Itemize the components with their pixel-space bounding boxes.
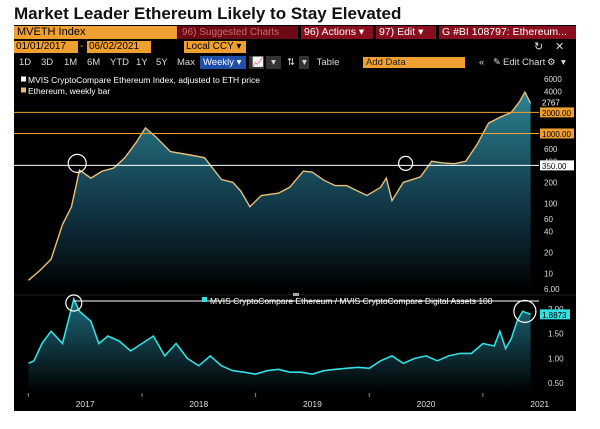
close-icon[interactable]: ✕ bbox=[555, 41, 565, 53]
compare-icon[interactable]: ⇅ bbox=[287, 57, 295, 68]
bi-link-button[interactable]: G #BI 108797: Ethereum... bbox=[439, 26, 576, 39]
ratio-line bbox=[28, 296, 531, 376]
y-tick-label: 40 bbox=[544, 227, 553, 236]
ratio-y-tick-label: 1.00 bbox=[548, 354, 564, 363]
price-legend-index: MVIS CryptoCompare Ethereum Index, adjus… bbox=[28, 75, 260, 85]
x-tick-label: 2021 bbox=[530, 399, 549, 409]
y-tick-label: 20 bbox=[544, 248, 553, 257]
period-1y[interactable]: 1Y bbox=[136, 57, 148, 68]
currency-select[interactable]: Local CCY ▾ bbox=[184, 41, 246, 53]
date-range-bar: 01/01/2017 - 06/02/2021 Local CCY ▾ ↻ ✕ bbox=[14, 40, 576, 54]
y-tick-label: 60 bbox=[544, 215, 553, 224]
double-chevron-left-icon[interactable]: « bbox=[479, 57, 485, 68]
reference-label: 1000.00 bbox=[542, 130, 571, 139]
reference-label-box bbox=[540, 107, 574, 118]
period-ytd[interactable]: YTD bbox=[110, 57, 129, 68]
edit-button[interactable]: 97) Edit ▾ bbox=[376, 26, 436, 39]
add-data-input[interactable]: Add Data bbox=[363, 57, 465, 68]
chevron-down-icon: ▾ bbox=[236, 57, 242, 68]
x-tick-label: 2018 bbox=[189, 399, 208, 409]
edit-chart-button[interactable]: Edit Chart bbox=[503, 57, 546, 68]
reference-label: 350.00 bbox=[542, 162, 567, 171]
x-axis: 2017 2018 2019 2020 2021 bbox=[27, 393, 549, 409]
reference-label-box bbox=[540, 128, 574, 139]
y-tick-label: 200 bbox=[544, 178, 558, 187]
ratio-legend: MVIS CryptoCompare Ethereum / MVIS Crypt… bbox=[210, 296, 493, 306]
price-line bbox=[27, 90, 532, 281]
reference-label: 2000.00 bbox=[542, 109, 571, 118]
start-date-input[interactable]: 01/01/2017 bbox=[14, 41, 78, 53]
period-max[interactable]: Max bbox=[177, 57, 195, 68]
price-panel: 2000.00 1000.00 350.00 2767 6000 4000 600 400 20… bbox=[14, 75, 576, 296]
period-1d[interactable]: 1D bbox=[19, 57, 32, 68]
chevron-down-icon: ▾ bbox=[418, 26, 424, 38]
x-tick-label: 2017 bbox=[76, 399, 95, 409]
pencil-icon[interactable]: ✎ bbox=[493, 57, 501, 68]
line-chart-icon[interactable]: 📈 bbox=[249, 56, 264, 69]
end-date-input[interactable]: 06/02/2021 bbox=[87, 41, 151, 53]
highlight-circle bbox=[65, 294, 83, 312]
x-tick-label: 2020 bbox=[417, 399, 436, 409]
y-tick-label: 600 bbox=[544, 145, 558, 154]
last-price-label: 2767 bbox=[542, 99, 560, 108]
last-value-label: 1.8873 bbox=[542, 311, 567, 320]
ratio-panel: 2.001.501.000.501.8873 bbox=[28, 294, 570, 393]
y-tick-label: 6000 bbox=[544, 75, 562, 84]
settings-icon[interactable]: ⚙ bbox=[547, 57, 556, 68]
reference-label-box bbox=[540, 160, 574, 171]
chevron-down-icon[interactable]: ▾ bbox=[266, 56, 281, 69]
period-6m[interactable]: 6M bbox=[87, 57, 101, 68]
panel-resize-handle bbox=[293, 293, 299, 296]
period-3d[interactable]: 3D bbox=[41, 57, 54, 68]
command-bar: MVETH Index 96) Suggested Charts 96) Act… bbox=[14, 25, 576, 39]
actions-button[interactable]: 96) Actions ▾ bbox=[301, 26, 373, 39]
x-tick-label: 2019 bbox=[303, 399, 322, 409]
legend-swatch bbox=[21, 87, 26, 93]
ratio-y-tick-label: 1.50 bbox=[548, 330, 564, 339]
actions-label: 96) Actions bbox=[304, 26, 356, 38]
highlight-circle bbox=[513, 299, 537, 323]
legend-swatch bbox=[202, 297, 207, 302]
page-title: Market Leader Ethereum Likely to Stay El… bbox=[14, 4, 402, 23]
edit-label: 97) Edit bbox=[379, 26, 416, 38]
ticker-field[interactable]: MVETH Index bbox=[14, 26, 177, 39]
last-value-box bbox=[540, 309, 570, 320]
ratio-area bbox=[28, 299, 531, 393]
chevron-down-icon[interactable]: ▾ bbox=[299, 56, 309, 69]
ratio-y-tick-label: 0.50 bbox=[548, 379, 564, 388]
y-tick-label: 4000 bbox=[544, 87, 562, 96]
chart-area: 2000.00 1000.00 350.00 2767 6000 4000 600 400 20… bbox=[14, 75, 576, 409]
bloomberg-terminal: MVETH Index 96) Suggested Charts 96) Act… bbox=[14, 25, 576, 411]
table-button[interactable]: Table bbox=[316, 57, 340, 68]
price-legend-ethereum: Ethereum, weekly bar bbox=[28, 86, 110, 96]
period-toolbar: 1D 3D 1M 6M YTD 1Y 5Y Max Weekly ▾ 📈 ▾ ⇅… bbox=[14, 56, 576, 69]
y-tick-label: 10 bbox=[544, 269, 553, 278]
refresh-icon[interactable]: ↻ bbox=[534, 41, 544, 53]
currency-label: Local CCY bbox=[186, 41, 234, 52]
period-1m[interactable]: 1M bbox=[64, 57, 78, 68]
date-separator: - bbox=[80, 41, 84, 52]
y-tick-label: 6.00 bbox=[544, 285, 560, 294]
legend-swatch bbox=[21, 76, 26, 82]
highlight-circle bbox=[398, 155, 414, 171]
frequency-label: Weekly bbox=[203, 57, 234, 68]
suggested-charts-button[interactable]: 96) Suggested Charts bbox=[178, 26, 298, 39]
y-tick-label: 400 bbox=[544, 157, 558, 166]
price-area bbox=[28, 92, 531, 289]
y-tick-label: 100 bbox=[544, 199, 558, 208]
chevron-down-icon: ▾ bbox=[233, 41, 242, 52]
chevron-down-icon[interactable]: ▾ bbox=[561, 57, 566, 68]
period-5y[interactable]: 5Y bbox=[156, 57, 168, 68]
highlight-circle bbox=[67, 153, 87, 173]
frequency-select[interactable]: Weekly ▾ bbox=[200, 56, 246, 69]
chevron-down-icon: ▾ bbox=[358, 26, 365, 38]
